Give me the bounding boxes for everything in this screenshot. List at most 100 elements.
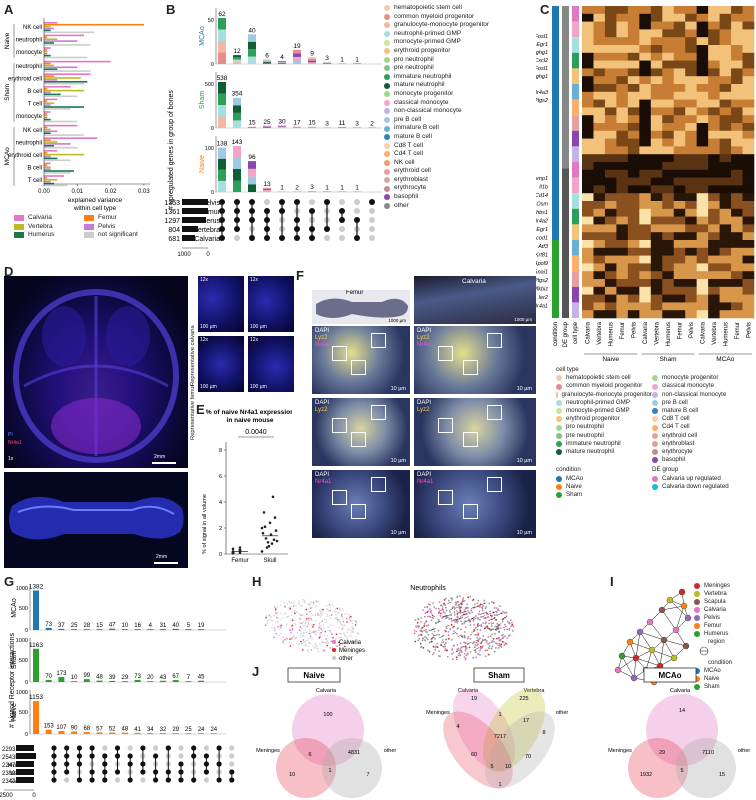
panel-b-bar-label: 12 xyxy=(233,48,241,55)
umap-point xyxy=(319,631,321,634)
umap-point xyxy=(297,602,300,605)
heatmap-cell xyxy=(708,208,720,217)
panel-c-legend-item: mature neutrophil xyxy=(556,448,652,456)
heatmap-cell xyxy=(673,208,686,217)
heatmap-cell xyxy=(593,115,606,124)
umap-point xyxy=(343,639,346,641)
legend-label: neutrophil-primed GMP xyxy=(566,398,630,406)
velocity-point xyxy=(482,635,485,637)
panel-b-bar-label: 354 xyxy=(232,91,243,98)
umap-point xyxy=(274,608,277,611)
panel-label-b: B xyxy=(166,2,176,17)
umap-point xyxy=(319,609,321,611)
umap-point xyxy=(316,647,319,650)
heatmap-cell xyxy=(719,115,732,124)
heatmap-gene-label: Ier2 xyxy=(539,295,548,301)
umap-point xyxy=(308,602,310,605)
heatmap-cell xyxy=(685,154,697,163)
heatmap-cell xyxy=(627,271,640,280)
umap-point xyxy=(291,636,293,639)
umap-point xyxy=(305,608,308,611)
umap-point xyxy=(294,637,296,639)
velocity-point xyxy=(426,611,429,614)
panel-g-ylabel: # Ligand Receptor interactions xyxy=(9,633,16,728)
panel-g-bar xyxy=(109,732,116,734)
de-group-bar xyxy=(562,168,569,318)
umap-point xyxy=(314,632,317,635)
heatmap-cell xyxy=(650,310,663,319)
panel-g-bar-label: 10 xyxy=(71,675,78,681)
velocity-point xyxy=(512,625,515,628)
channel-label: DAPI xyxy=(417,400,432,406)
velocity-point xyxy=(490,622,493,625)
heatmap-cell xyxy=(582,107,594,116)
heatmap-cell xyxy=(616,84,629,93)
velocity-point xyxy=(495,607,498,609)
umap-point xyxy=(345,617,348,620)
umap-point xyxy=(316,613,319,616)
roi-box xyxy=(351,360,367,375)
heatmap-cell xyxy=(650,201,663,210)
legend-swatch xyxy=(384,117,390,124)
heatmap-cell xyxy=(616,37,629,46)
umap-point xyxy=(280,626,282,628)
velocity-point xyxy=(447,634,450,636)
velocity-point xyxy=(511,623,514,626)
velocity-point xyxy=(486,649,489,652)
velocity-point xyxy=(441,605,444,608)
panel-b-bar-label: 1 xyxy=(355,56,359,63)
venn-count: 100 xyxy=(323,712,332,718)
panel-a-bar xyxy=(44,104,51,106)
umap-point xyxy=(339,622,342,625)
panel-b-legend-item: neutrophil-primed GMP xyxy=(384,30,544,39)
umap-point xyxy=(277,621,279,623)
legend-label: Calvaria xyxy=(28,214,52,221)
heatmap-cell xyxy=(593,21,606,30)
heatmap-cell xyxy=(731,232,743,241)
calvaria-overview-label: Calvaria xyxy=(462,278,486,285)
umap-point xyxy=(318,626,321,629)
heatmap-cell xyxy=(742,193,755,202)
panel-a-bar xyxy=(44,184,68,187)
venn-mcao-left: Meninges xyxy=(608,748,632,754)
heatmap-cell xyxy=(685,138,697,147)
umap-point xyxy=(303,601,306,604)
heatmap-cell xyxy=(742,169,755,178)
heatmap-cell xyxy=(650,208,663,217)
heatmap-cell xyxy=(719,84,732,93)
heatmap-cell xyxy=(731,154,743,163)
heatmap-cell xyxy=(662,201,675,210)
heatmap-cell xyxy=(731,224,743,233)
heatmap-cell xyxy=(673,201,686,210)
umap-point xyxy=(332,605,335,608)
panel-b-set-name: Calvaria xyxy=(194,236,220,243)
umap-point xyxy=(329,606,331,609)
velocity-point xyxy=(508,634,511,637)
heatmap-cell xyxy=(582,130,594,139)
tile-scale-label: 10 µm xyxy=(516,458,532,464)
panel-b-bar xyxy=(278,127,286,128)
venn-naive-top: Calvaria xyxy=(316,688,337,694)
velocity-point xyxy=(488,602,491,605)
heatmap-cell xyxy=(685,240,697,249)
heatmap-cell xyxy=(696,84,709,93)
heatmap-cell xyxy=(662,13,675,22)
umap-point xyxy=(311,624,313,626)
legend-label: Cd4 T cell xyxy=(394,150,424,158)
umap-point xyxy=(313,647,315,649)
network-edge xyxy=(663,639,687,647)
heatmap-cell xyxy=(742,138,755,147)
velocity-point xyxy=(455,658,458,661)
cell-type-bar xyxy=(572,6,579,22)
umap-point xyxy=(298,601,300,604)
panel-b-chart: # upregulated genes in group of bones 05… xyxy=(164,8,382,258)
panel-b-bar xyxy=(263,127,271,128)
heatmap-cell xyxy=(742,208,755,217)
heatmap-cell xyxy=(616,21,629,30)
panel-b-bar xyxy=(233,112,241,121)
heatmap-cell xyxy=(627,45,640,54)
panel-a-bar xyxy=(44,172,71,174)
network-node xyxy=(660,636,668,644)
legend-swatch xyxy=(384,91,390,98)
velocity-point xyxy=(505,643,508,645)
